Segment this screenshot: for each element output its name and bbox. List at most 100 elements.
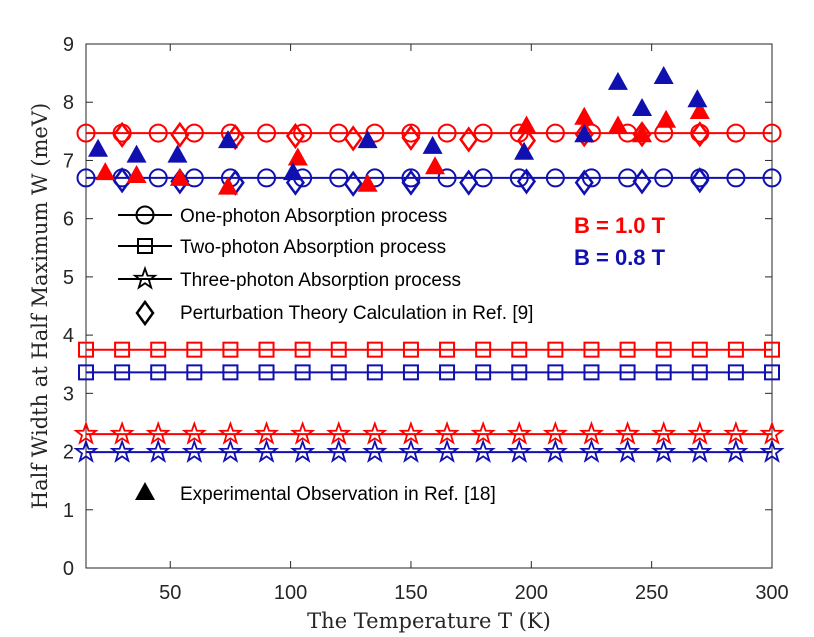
- square-point: [186, 341, 203, 358]
- circle-point: [257, 123, 277, 143]
- triangle-point: [218, 176, 239, 195]
- circle-point: [581, 168, 601, 188]
- triangle-point: [169, 167, 190, 186]
- x-tick-label: 100: [274, 582, 307, 604]
- legend-label-one-photon: One-photon Absorption process: [180, 206, 447, 227]
- triangle-point: [357, 130, 378, 149]
- diamond-point: [690, 167, 710, 194]
- square-point: [691, 364, 708, 381]
- triangle-point: [514, 141, 535, 160]
- star-point: [470, 420, 496, 445]
- square-point: [366, 341, 383, 358]
- star-point: [759, 438, 785, 463]
- legend-triangle-icon: [135, 482, 155, 500]
- circle-point: [726, 123, 746, 143]
- star-point: [759, 420, 785, 445]
- star-point: [73, 420, 99, 445]
- triangle-point: [653, 66, 674, 85]
- star-point: [181, 438, 207, 463]
- triangle-point: [632, 124, 653, 143]
- legend: One-photon Absorption process Two-photon…: [118, 205, 533, 327]
- legend-circle-icon: [135, 205, 155, 225]
- diamond-point: [574, 121, 594, 148]
- square-point: [402, 341, 419, 358]
- triangle-point: [95, 162, 116, 181]
- x-tick-label: 300: [755, 582, 788, 604]
- triangle-point: [656, 109, 677, 128]
- square-point: [222, 341, 239, 358]
- legend-label-perturbation: Perturbation Theory Calculation in Ref. …: [180, 303, 533, 324]
- triangle-point: [689, 100, 710, 119]
- square-point: [727, 341, 744, 358]
- star-point: [109, 438, 135, 463]
- axis-ticks: 0 1 2 3 4 5 6 7 8 9 50 100 150 200 250 300: [63, 34, 789, 604]
- square-point: [655, 364, 672, 381]
- square-point: [619, 364, 636, 381]
- field-label-b10: B = 1.0 T: [574, 213, 666, 238]
- star-point: [326, 438, 352, 463]
- triangle-point: [283, 162, 304, 181]
- square-point: [114, 341, 131, 358]
- star-point: [506, 438, 532, 463]
- triangle-point: [574, 106, 595, 125]
- x-tick-label: 200: [515, 582, 548, 604]
- star-point: [326, 420, 352, 445]
- diamond-point: [112, 121, 132, 148]
- square-point: [727, 364, 744, 381]
- star-point: [109, 420, 135, 445]
- circle-point: [545, 168, 565, 188]
- circle-point: [437, 168, 457, 188]
- square-point: [511, 341, 528, 358]
- triangle-point: [607, 115, 628, 134]
- legend-item-three-photon: Three-photon Absorption process: [118, 265, 461, 291]
- legend-item-one-photon: One-photon Absorption process: [118, 205, 447, 227]
- triangle-point: [126, 144, 147, 163]
- square-point: [402, 364, 419, 381]
- star-point: [73, 438, 99, 463]
- legend-diamond-icon: [135, 299, 155, 327]
- y-tick-label: 8: [63, 92, 74, 114]
- triangle-point: [422, 135, 443, 154]
- square-point: [186, 364, 203, 381]
- circle-point: [509, 168, 529, 188]
- star-point: [542, 420, 568, 445]
- circle-point: [401, 123, 421, 143]
- triangle-point: [632, 98, 653, 117]
- circle-point: [76, 123, 96, 143]
- star-point: [651, 438, 677, 463]
- square-point: [439, 341, 456, 358]
- star-point: [398, 420, 424, 445]
- triangle-point: [167, 144, 188, 163]
- circle-point: [293, 123, 313, 143]
- legend-item-two-photon: Two-photon Absorption process: [118, 237, 446, 258]
- star-shape: [132, 265, 158, 290]
- square-point: [150, 364, 167, 381]
- star-point: [723, 420, 749, 445]
- square-point: [78, 341, 94, 358]
- diamond-point: [170, 121, 190, 148]
- square-point: [475, 364, 492, 381]
- triangle-point: [357, 173, 378, 192]
- circle-point: [762, 123, 782, 143]
- circle-point: [257, 168, 277, 188]
- y-tick-label: 6: [63, 209, 74, 231]
- star-point: [470, 438, 496, 463]
- triangle-point: [574, 124, 595, 143]
- square-point: [114, 364, 131, 381]
- diamond-point: [516, 168, 537, 195]
- square-point: [294, 341, 311, 358]
- square-point: [583, 364, 600, 381]
- star-point: [542, 438, 568, 463]
- star-point: [290, 420, 316, 445]
- y-axis-label: Half Width at Half Maximum W (meV): [28, 103, 52, 509]
- diamond-point: [343, 170, 363, 197]
- square-point: [475, 341, 492, 358]
- triangle-point: [287, 147, 308, 166]
- diamond-point: [459, 169, 479, 196]
- square-point: [258, 364, 275, 381]
- square-point: [366, 364, 383, 381]
- star-point: [434, 420, 460, 445]
- circle-point: [329, 123, 349, 143]
- triangle-point: [126, 165, 147, 183]
